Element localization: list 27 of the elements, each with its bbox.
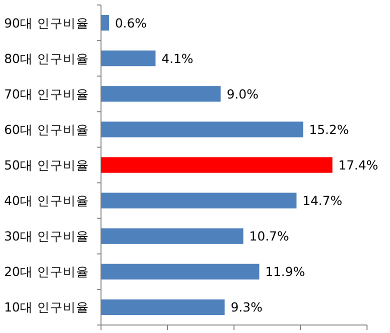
bar — [101, 157, 332, 173]
y-tick-label: 90대 인구비율 — [4, 15, 89, 30]
data-label: 14.7% — [302, 193, 342, 208]
bar — [101, 50, 156, 66]
y-tick-label: 30대 인구비율 — [4, 228, 89, 244]
data-label: 10.7% — [249, 228, 290, 244]
y-tick-label: 40대 인구비율 — [4, 193, 89, 208]
data-label: 9.3% — [230, 300, 263, 315]
bar — [101, 192, 297, 208]
y-tick-label: 60대 인구비율 — [4, 122, 89, 137]
data-label: 15.2% — [309, 122, 349, 137]
data-label: 0.6% — [114, 15, 147, 30]
bar — [101, 228, 244, 244]
bar — [101, 264, 260, 280]
data-label: 4.1% — [162, 50, 194, 66]
data-label: 11.9% — [265, 264, 306, 280]
bar — [101, 14, 109, 31]
y-tick-label: 20대 인구비율 — [4, 264, 89, 280]
bar — [101, 86, 221, 102]
y-tick-label: 70대 인구비율 — [4, 86, 89, 102]
y-tick-label: 80대 인구비율 — [4, 50, 89, 66]
data-label: 17.4% — [338, 158, 378, 172]
data-label: 9.0% — [226, 86, 259, 102]
y-tick-label: 50대 인구비율 — [4, 158, 89, 172]
bar — [101, 122, 304, 138]
y-tick-label: 10대 인구비율 — [4, 300, 89, 315]
bar — [101, 299, 225, 316]
